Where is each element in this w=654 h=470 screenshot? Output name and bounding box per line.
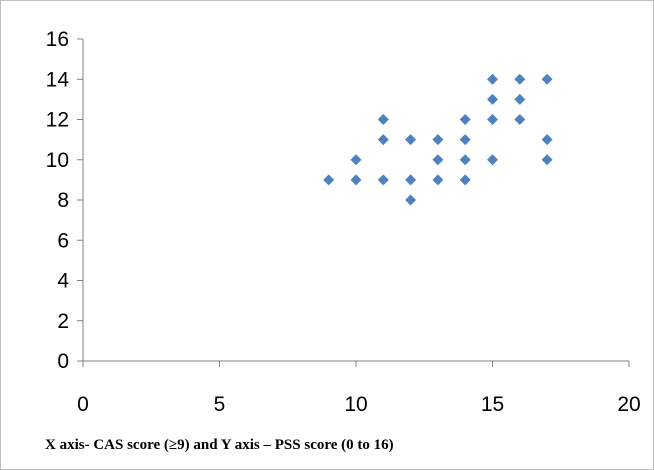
y-tick-label: 14: [46, 68, 70, 91]
data-point: [487, 73, 498, 85]
data-point: [377, 134, 389, 146]
data-point: [541, 73, 553, 85]
data-point: [514, 73, 526, 85]
axes: [82, 39, 629, 362]
data-point: [323, 174, 335, 186]
data-point: [432, 154, 444, 166]
data-point: [459, 134, 471, 146]
x-tick-label: 10: [344, 393, 367, 416]
data-point: [487, 114, 498, 125]
y-tick-label: 16: [46, 28, 69, 51]
data-point: [350, 154, 362, 166]
y-tick-label: 6: [57, 229, 69, 252]
y-tick-label: 12: [46, 109, 69, 132]
data-point: [514, 93, 526, 105]
data-point: [459, 114, 471, 125]
data-point: [405, 174, 417, 186]
y-tick-label: 2: [57, 310, 69, 333]
data-point: [377, 114, 389, 125]
data-points: [323, 73, 553, 206]
y-tick-label: 4: [57, 270, 69, 293]
y-tick-label: 10: [46, 149, 69, 172]
data-point: [432, 134, 444, 146]
data-point: [377, 174, 389, 186]
x-tick-label: 0: [77, 393, 89, 416]
data-point: [541, 134, 553, 146]
data-point: [514, 114, 526, 125]
x-axis-ticks: 0 5 10 15 20: [77, 361, 641, 416]
data-point: [459, 174, 471, 186]
data-point: [487, 93, 498, 105]
x-tick-label: 20: [617, 393, 640, 416]
y-axis-ticks: 0 2 4 6 8 10 12 14 16: [46, 28, 83, 373]
chart-caption: X axis- CAS score (≥9) and Y axis – PSS …: [45, 437, 394, 453]
data-point: [405, 194, 417, 206]
x-tick-label: 15: [481, 393, 504, 416]
scatter-chart: 0 2 4 6 8 10 12 14 16 0 5 10 15 20: [46, 28, 641, 416]
data-point: [405, 134, 417, 146]
y-tick-label: 8: [57, 189, 69, 212]
data-point: [487, 154, 498, 166]
y-tick-label: 0: [57, 350, 69, 373]
data-point: [459, 154, 471, 166]
data-point: [350, 174, 362, 186]
data-point: [541, 154, 553, 166]
x-tick-label: 5: [214, 393, 226, 416]
data-point: [432, 174, 444, 186]
